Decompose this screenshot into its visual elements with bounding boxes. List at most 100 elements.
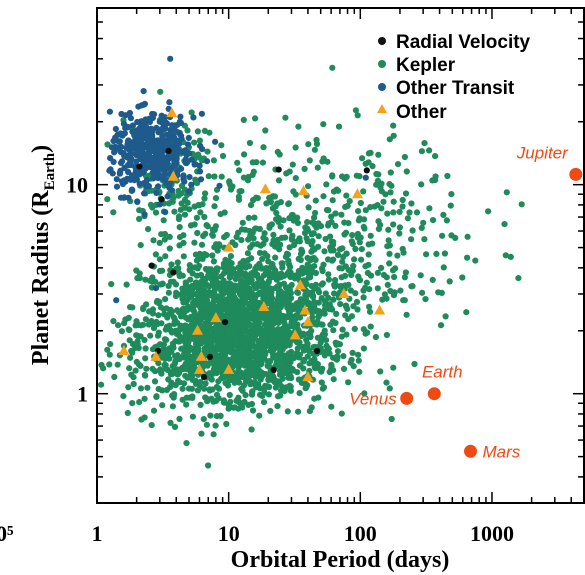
kepler-point <box>275 177 283 184</box>
kepler-point <box>342 229 350 236</box>
kepler-point <box>244 250 251 257</box>
kepler-point <box>396 208 403 215</box>
kepler-point <box>426 205 433 212</box>
kepler-point <box>239 219 246 226</box>
kepler-point <box>221 336 228 343</box>
kepler-point <box>272 203 279 210</box>
kepler-point <box>259 159 266 166</box>
other-transit-point <box>141 211 148 218</box>
kepler-point <box>464 233 471 240</box>
kepler-point <box>378 264 385 271</box>
other-transit-point <box>162 209 169 216</box>
kepler-point <box>273 378 280 385</box>
kepler-point <box>259 392 266 399</box>
kepler-point <box>222 359 229 367</box>
kepler-point <box>362 160 369 167</box>
kepler-point <box>228 268 235 275</box>
kepler-point <box>189 333 196 341</box>
kepler-point <box>396 230 403 237</box>
kepler-point <box>308 231 315 238</box>
kepler-point <box>213 397 220 404</box>
kepler-point <box>402 190 410 197</box>
kepler-point <box>342 302 350 309</box>
kepler-point <box>418 148 425 155</box>
kepler-point <box>301 356 308 363</box>
kepler-point <box>433 250 440 257</box>
other-transit-point <box>184 158 191 165</box>
kepler-point <box>223 264 230 271</box>
kepler-point <box>210 335 217 342</box>
kepler-point <box>202 190 209 197</box>
kepler-point <box>188 109 195 116</box>
kepler-point <box>170 195 177 202</box>
kepler-point <box>212 422 219 429</box>
other-point <box>192 324 203 335</box>
kepler-point <box>204 360 211 368</box>
kepler-point <box>377 368 384 375</box>
kepler-point <box>238 226 245 233</box>
kepler-point <box>211 203 218 210</box>
kepler-point <box>277 392 284 399</box>
kepler-point <box>288 348 295 355</box>
kepler-point <box>408 200 415 207</box>
kepler-point <box>206 306 213 313</box>
kepler-point <box>189 372 196 379</box>
kepler-point <box>204 267 211 274</box>
kepler-point <box>258 369 265 376</box>
kepler-point <box>233 298 240 305</box>
kepler-point <box>360 188 367 195</box>
kepler-point <box>306 157 313 164</box>
y-axis-title-close: ) <box>28 145 54 153</box>
kepler-point <box>202 320 209 327</box>
kepler-point <box>222 349 229 356</box>
kepler-point <box>387 169 394 176</box>
kepler-point <box>269 339 276 346</box>
kepler-point <box>245 214 252 221</box>
kepler-point <box>183 401 190 408</box>
kepler-point <box>232 241 239 249</box>
other-transit-point <box>153 189 160 196</box>
plot-layer: Jupiter Earth Venus Mars <box>98 55 583 469</box>
kepler-point <box>194 290 201 297</box>
kepler-point <box>142 345 149 352</box>
kepler-point <box>209 386 216 393</box>
kepler-point <box>308 404 315 411</box>
kepler-point <box>485 208 492 215</box>
kepler-point <box>260 399 268 406</box>
other-transit-point <box>132 171 139 178</box>
kepler-point <box>472 257 479 264</box>
kepler-point <box>125 326 132 333</box>
kepler-point <box>235 167 243 174</box>
kepler-point <box>248 255 255 262</box>
kepler-point <box>274 326 282 333</box>
kepler-point <box>335 123 343 130</box>
kepler-point <box>429 217 437 224</box>
kepler-point <box>247 272 254 279</box>
other-transit-point <box>362 174 369 181</box>
kepler-point <box>354 112 361 119</box>
kepler-point <box>118 328 125 335</box>
kepler-point <box>265 391 272 398</box>
kepler-point <box>185 328 192 335</box>
kepler-point <box>156 256 163 263</box>
kepler-point <box>219 152 227 160</box>
kepler-point <box>288 235 295 242</box>
kepler-point <box>249 171 256 178</box>
kepler-point <box>350 303 357 310</box>
kepler-point <box>274 271 281 278</box>
kepler-point <box>137 385 145 392</box>
kepler-point <box>340 353 347 360</box>
kepler-point <box>147 277 155 284</box>
kepler-point <box>276 302 283 310</box>
kepler-point <box>297 342 304 350</box>
kepler-point <box>357 199 364 207</box>
kepler-point <box>452 234 459 241</box>
kepler-point <box>155 329 162 336</box>
kepler-point <box>330 367 337 374</box>
y-tick-label: 1 <box>77 382 88 407</box>
kepler-point <box>442 313 449 320</box>
other-transit-point <box>162 171 169 178</box>
kepler-point <box>157 366 164 373</box>
other-transit-point <box>131 132 138 139</box>
kepler-point <box>180 294 187 301</box>
